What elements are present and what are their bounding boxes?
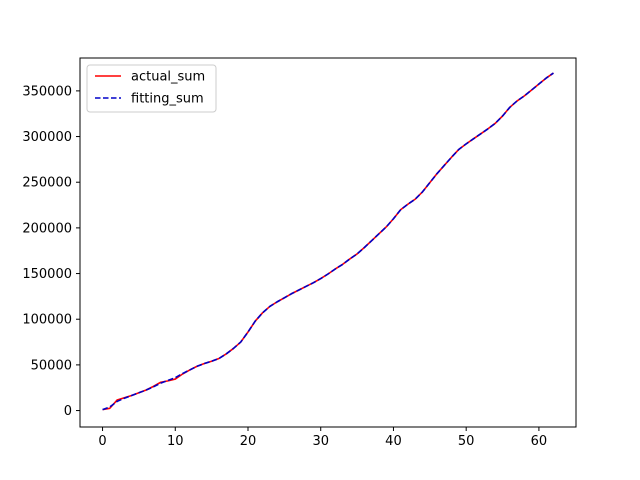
y-axis: 0 50000 100000 150000 200000 250000 300000 3500… [22, 84, 80, 419]
y-tick-label: 250000 [22, 176, 72, 191]
legend: actual_sum fitting_sum [86, 64, 217, 113]
series-line-fitting-sum [102, 72, 554, 411]
x-tick-label: 20 [240, 434, 257, 449]
y-tick-label: 150000 [22, 267, 72, 282]
y-tick-label: 350000 [22, 84, 72, 99]
axes-frame [79, 57, 577, 428]
x-tick-label: 60 [531, 434, 548, 449]
x-tick-label: 10 [167, 434, 184, 449]
series-layer [102, 72, 554, 411]
y-tick-label: 50000 [31, 358, 72, 373]
x-tick-label: 0 [98, 434, 106, 449]
x-tick-label: 50 [458, 434, 475, 449]
legend-label-actual-sum: actual_sum [131, 70, 205, 85]
y-tick-label: 0 [64, 404, 72, 419]
legend-label-fitting-sum: fitting_sum [131, 92, 204, 107]
x-tick-label: 30 [312, 434, 329, 449]
y-tick-label: 300000 [22, 130, 72, 145]
x-axis: 0 10 20 30 40 50 60 [98, 427, 547, 449]
x-tick-label: 40 [385, 434, 402, 449]
y-tick-label: 200000 [22, 221, 72, 236]
y-tick-label: 100000 [22, 313, 72, 328]
